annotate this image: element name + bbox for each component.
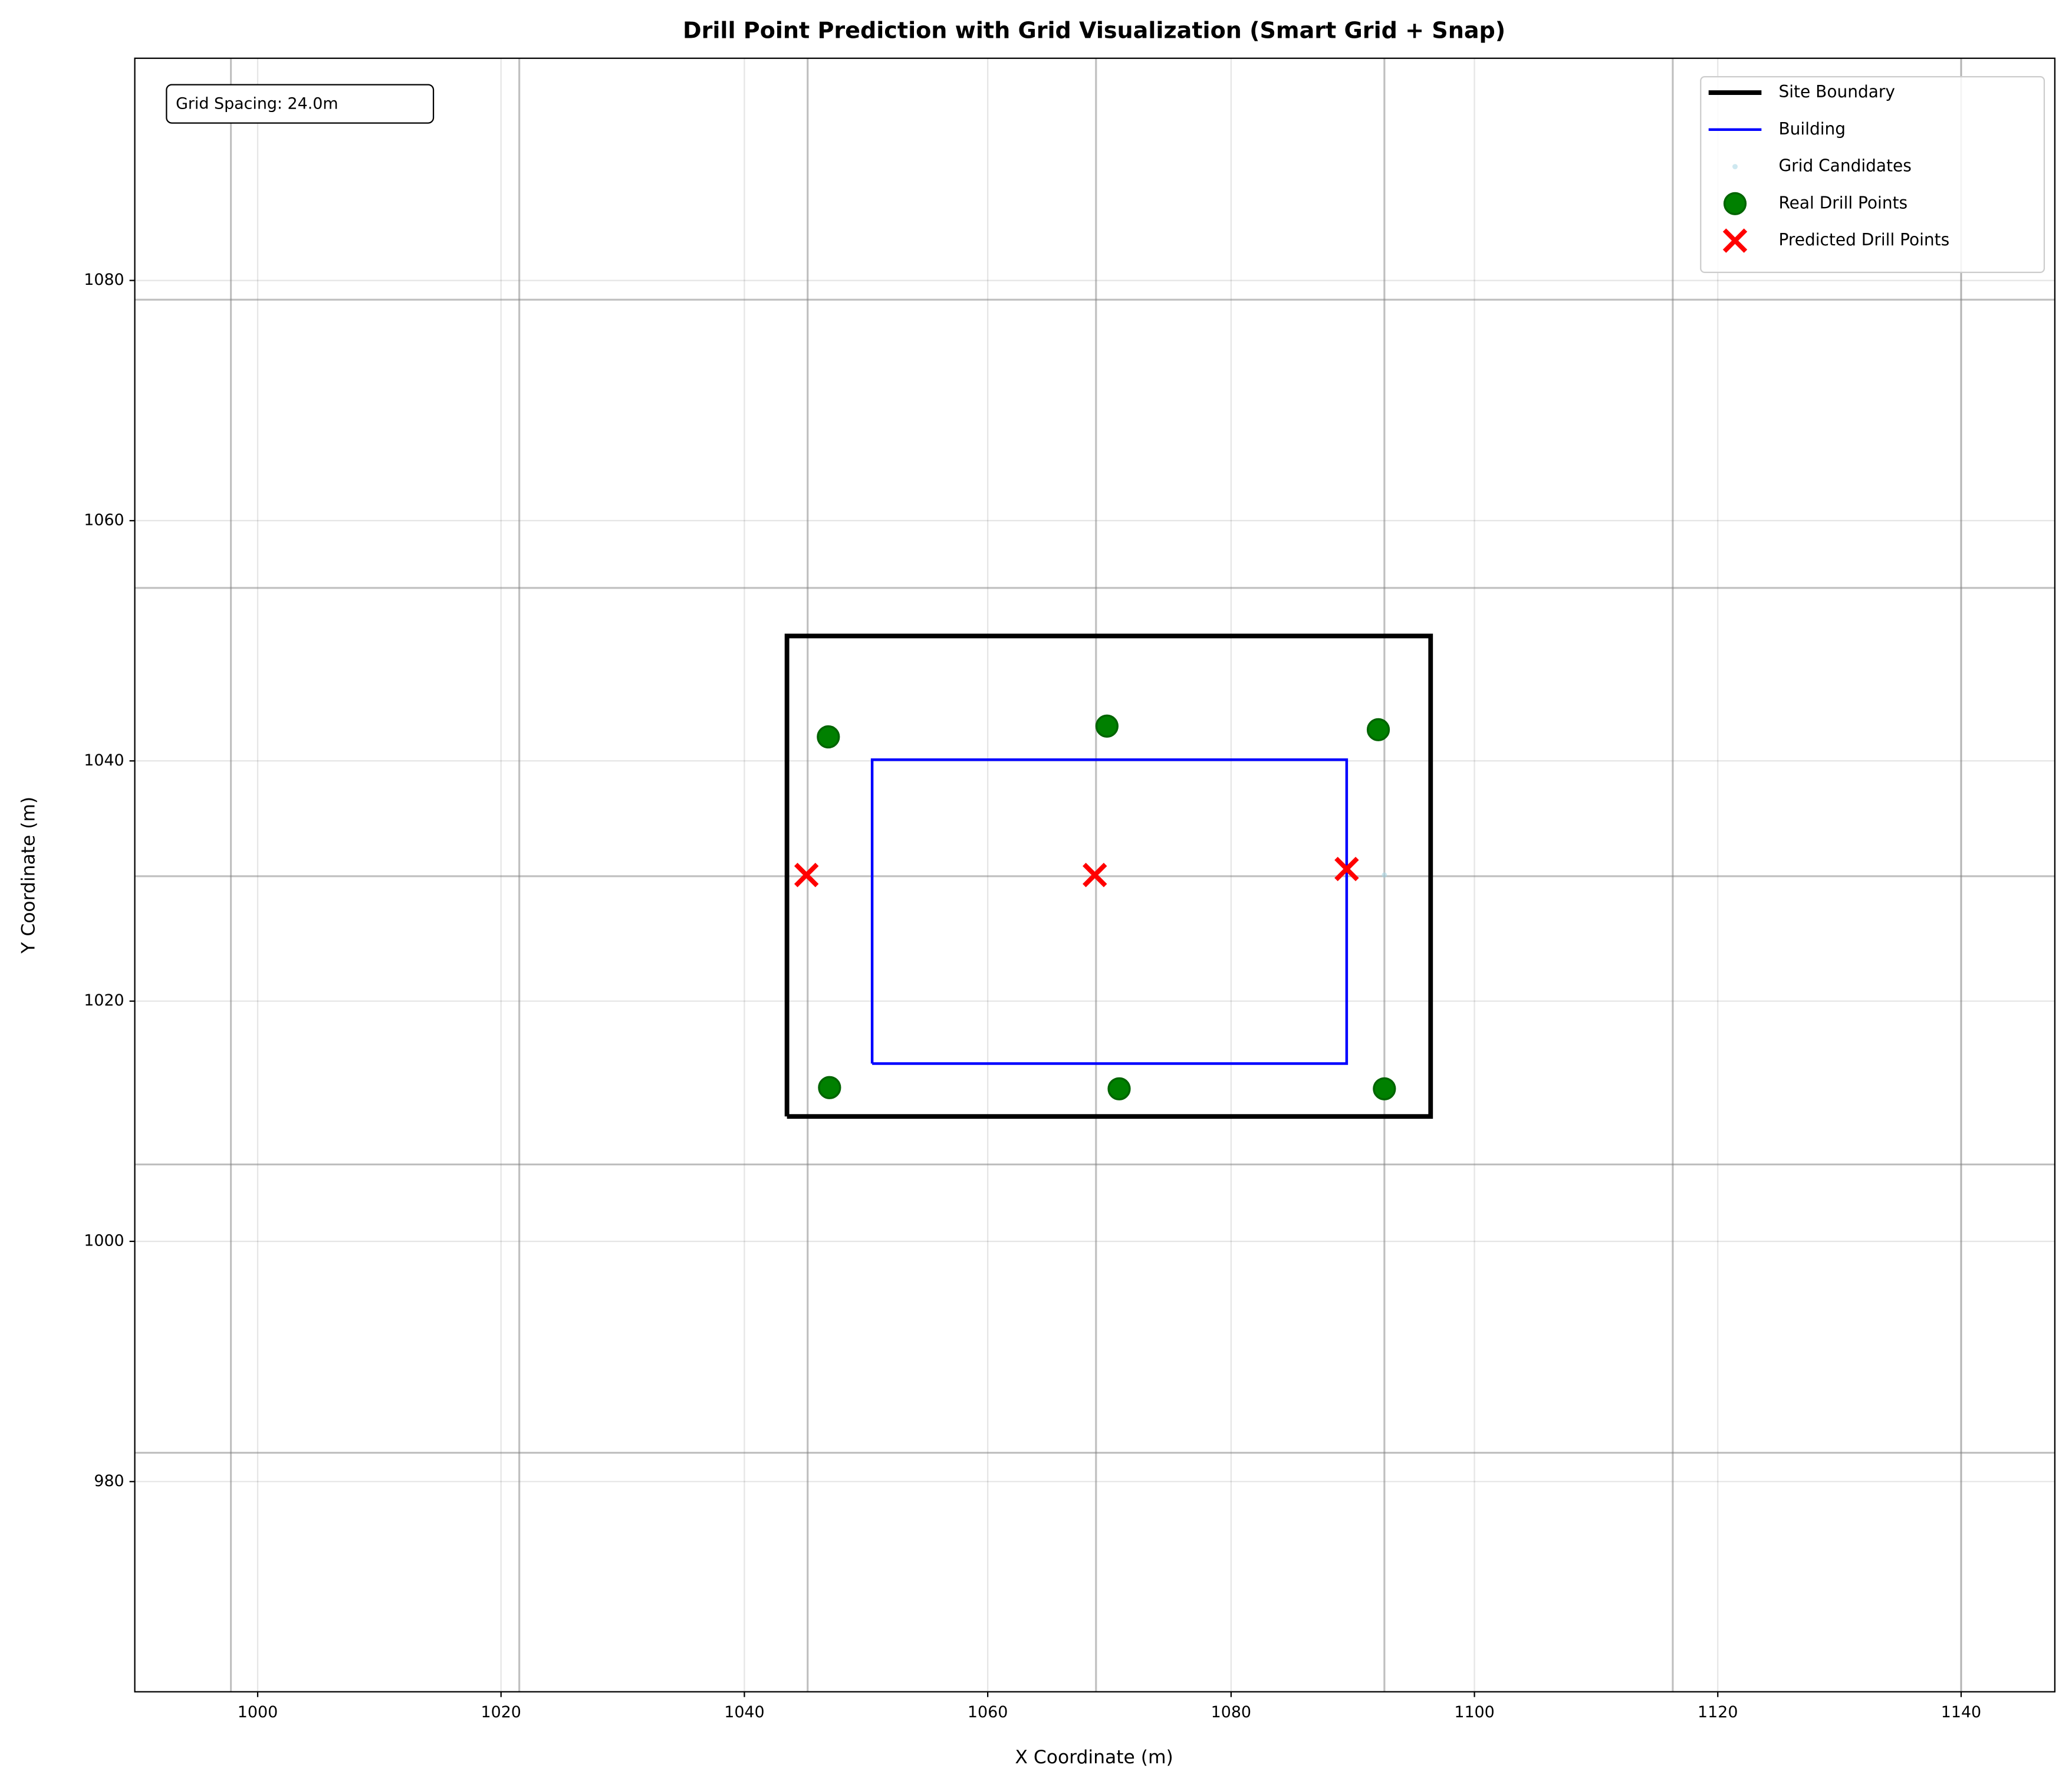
- drill-point: [1382, 872, 1387, 878]
- boundary-line: [870, 758, 1349, 1065]
- drill-point: [817, 725, 840, 749]
- chart-title: Drill Point Prediction with Grid Visuali…: [683, 17, 1505, 43]
- legend-swatch: [1723, 192, 1747, 215]
- drill-point: [794, 863, 819, 888]
- legend-label: Predicted Drill Points: [1778, 230, 1949, 249]
- drill-point: [1373, 1077, 1396, 1100]
- y-axis-label: Y Coordinate (m): [18, 797, 39, 954]
- y-tick-label: 1060: [84, 511, 124, 529]
- x-tick-label: 1060: [968, 1703, 1008, 1721]
- drill-point: [1107, 1077, 1131, 1100]
- x-tick-label: 1140: [1941, 1703, 1981, 1721]
- legend-swatch: [1732, 164, 1738, 170]
- drill-point: [1334, 856, 1359, 882]
- x-tick-label: 1080: [1211, 1703, 1251, 1721]
- drill-point: [1083, 863, 1107, 888]
- legend-swatch: [1722, 228, 1748, 253]
- boundary-line: [784, 633, 1433, 1119]
- legend-label: Building: [1778, 119, 1846, 139]
- y-tick-label: 980: [94, 1472, 124, 1490]
- y-tick-label: 1080: [84, 271, 124, 289]
- annotation: Grid Spacing: 24.0m: [176, 95, 338, 113]
- y-tick-label: 1000: [84, 1231, 124, 1250]
- x-axis-label: X Coordinate (m): [1015, 1747, 1173, 1768]
- axes-frame: [134, 57, 2055, 1693]
- legend-label: Real Drill Points: [1778, 193, 1907, 212]
- drill-point: [818, 1076, 841, 1099]
- legend: Site Boundary Building Grid Candidates Real…: [1700, 76, 2045, 273]
- legend-label: Grid Candidates: [1778, 156, 1911, 176]
- legend-box: [1700, 76, 2045, 273]
- plot-area: [134, 58, 2055, 1692]
- x-tick-label: 1120: [1698, 1703, 1738, 1721]
- y-tick-label: 1040: [84, 751, 124, 770]
- x-tick-label: 1040: [724, 1703, 764, 1721]
- annotation-box: [166, 84, 435, 124]
- y-tick-label: 1020: [84, 991, 124, 1010]
- x-tick-label: 1100: [1454, 1703, 1494, 1721]
- x-tick-label: 1020: [481, 1703, 521, 1721]
- legend-label: Site Boundary: [1778, 82, 1895, 101]
- drill-point: [1095, 714, 1119, 738]
- drill-point: [1366, 718, 1390, 741]
- x-tick-label: 1000: [238, 1703, 278, 1721]
